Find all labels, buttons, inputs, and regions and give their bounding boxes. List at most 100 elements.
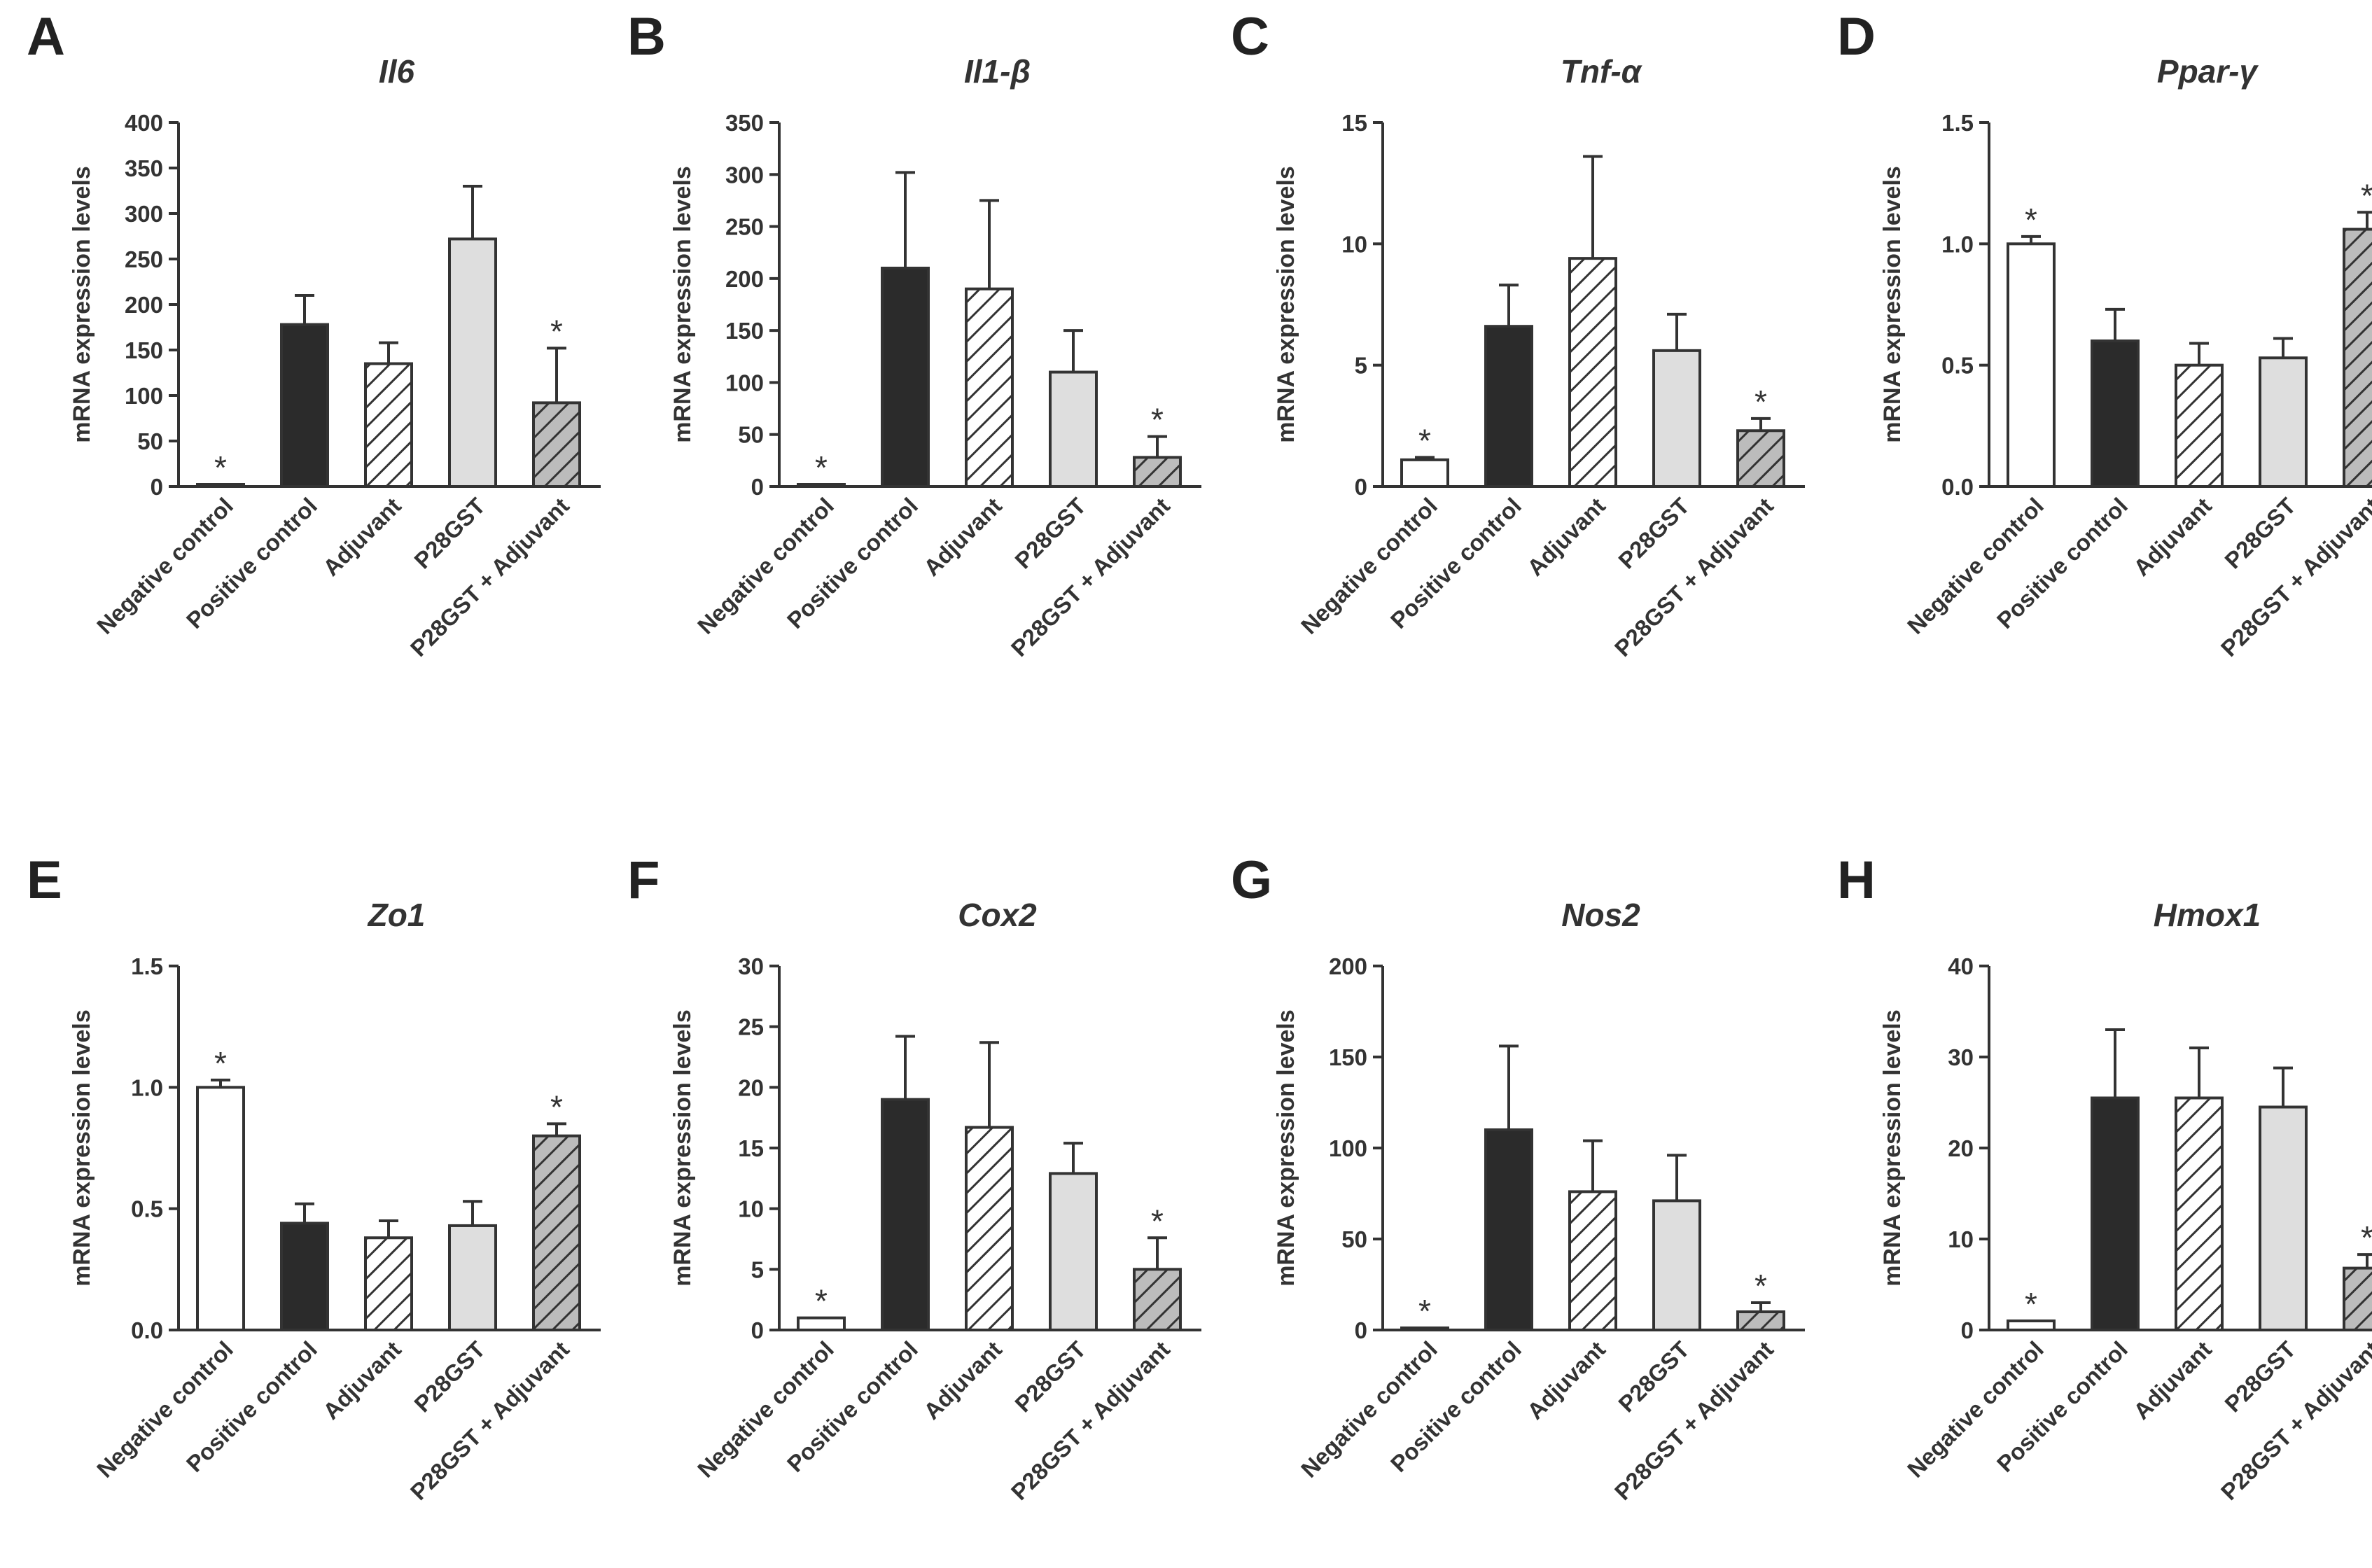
panel-letter: G (1231, 850, 1272, 910)
bar (1400, 458, 1449, 488)
x-tick-label: Negative control (692, 493, 839, 639)
bar (2091, 340, 2140, 488)
x-tick-label: Adjuvant (318, 493, 406, 581)
y-tick-label: 0 (751, 474, 764, 500)
y-tick-label: 0 (1355, 1317, 1367, 1343)
significance-star: * (214, 1045, 227, 1082)
bar (1133, 456, 1182, 489)
bar (196, 1086, 245, 1332)
panel-h: H Hmox1 mRNA expression levels 0 10 20 30 40 * Ne… (1837, 850, 2372, 1505)
panel-letter: C (1231, 7, 1269, 66)
y-tick-label: 50 (738, 422, 764, 448)
x-tick-label: Adjuvant (1522, 1336, 1610, 1424)
bar (1652, 349, 1701, 488)
y-tick-label: 150 (1329, 1044, 1367, 1070)
significance-star: * (2361, 177, 2372, 214)
x-tick-label: Negative control (92, 1336, 238, 1483)
y-tick-label: 25 (738, 1014, 764, 1040)
y-axis-label: mRNA expression levels (669, 1009, 696, 1287)
bar (364, 362, 413, 488)
panel-title: Hmox1 (2154, 897, 2261, 933)
panel-letter: A (27, 7, 65, 66)
significance-star: * (2025, 1286, 2037, 1322)
bar (196, 483, 245, 488)
significance-star: * (1418, 422, 1431, 458)
bar (1652, 1199, 1701, 1332)
y-tick-label: 100 (125, 383, 163, 409)
panel-letter: H (1837, 850, 1876, 910)
y-axis-label: mRNA expression levels (69, 1009, 95, 1287)
y-tick-label: 1.0 (131, 1074, 163, 1100)
y-tick-label: 15 (738, 1135, 764, 1161)
panel-title: Tnf-α (1561, 53, 1643, 90)
x-tick-label: P28GST (409, 493, 490, 574)
bar (448, 1224, 497, 1332)
y-axis-label: mRNA expression levels (1879, 1009, 1906, 1287)
bar (532, 1134, 581, 1331)
panel-d: D Ppar-γ mRNA expression levels 0.0 0.5 1.0 1.… (1837, 7, 2372, 662)
x-tick-label: P28GST (1613, 493, 1694, 574)
y-tick-label: 0.0 (131, 1317, 163, 1343)
x-tick-label: P28GST (1010, 493, 1091, 574)
y-tick-label: 10 (1341, 231, 1367, 257)
bar (1133, 1268, 1182, 1332)
panel-letter: E (27, 850, 62, 910)
significance-star: * (550, 313, 563, 349)
y-tick-label: 400 (125, 110, 163, 136)
y-tick-label: 200 (725, 266, 764, 292)
y-tick-label: 20 (738, 1074, 764, 1100)
bar (1736, 1310, 1785, 1331)
y-axis-label: mRNA expression levels (1273, 1009, 1299, 1287)
x-tick-label: P28GST + Adjuvant (1610, 493, 1778, 662)
x-tick-label: Negative control (1296, 1336, 1442, 1483)
y-tick-label: 250 (725, 214, 764, 240)
significance-star: * (2025, 202, 2037, 238)
y-tick-label: 0 (1355, 474, 1367, 500)
y-tick-label: 0.5 (131, 1196, 163, 1222)
y-tick-label: 10 (738, 1196, 764, 1222)
bar (532, 401, 581, 489)
significance-star: * (815, 1283, 828, 1320)
panel-title: Cox2 (958, 897, 1037, 933)
x-tick-label: Negative control (1902, 1336, 2049, 1483)
panel-letter: D (1837, 7, 1876, 66)
y-tick-label: 150 (125, 337, 163, 363)
x-tick-label: P28GST + Adjuvant (1610, 1336, 1778, 1505)
x-tick-label: P28GST + Adjuvant (2216, 493, 2372, 662)
y-axis-label: mRNA expression levels (1879, 166, 1906, 443)
panel-title: Ppar-γ (2157, 53, 2259, 90)
x-tick-label: Adjuvant (2128, 493, 2217, 581)
y-axis-label: mRNA expression levels (1273, 166, 1299, 443)
x-tick-label: P28GST (1613, 1336, 1694, 1418)
bar (364, 1236, 413, 1332)
y-tick-label: 50 (137, 428, 163, 454)
bar (2175, 1096, 2224, 1331)
x-tick-label: P28GST + Adjuvant (1006, 493, 1175, 662)
panel-e: E Zo1 mRNA expression levels 0.0 0.5 1.0 1.5 * N… (27, 850, 601, 1505)
bar (2007, 242, 2056, 488)
y-tick-label: 50 (1341, 1226, 1367, 1252)
y-tick-label: 5 (1355, 353, 1367, 379)
bar (280, 323, 329, 488)
x-tick-label: Negative control (692, 1336, 839, 1483)
y-tick-label: 350 (125, 155, 163, 181)
bar (1049, 370, 1098, 488)
x-tick-label: P28GST (409, 1336, 490, 1418)
bar (965, 287, 1014, 488)
y-tick-label: 30 (1948, 1044, 1974, 1070)
bar (280, 1222, 329, 1332)
significance-star: * (815, 449, 828, 486)
bar (881, 1098, 930, 1331)
y-tick-label: 250 (125, 246, 163, 272)
x-tick-label: Adjuvant (919, 493, 1007, 581)
significance-star: * (1151, 1203, 1164, 1239)
x-tick-label: P28GST + Adjuvant (405, 493, 574, 662)
y-tick-label: 1.0 (1941, 231, 1974, 257)
panel-title: Il1-β (964, 53, 1031, 90)
x-tick-label: Negative control (92, 493, 238, 639)
y-tick-label: 200 (1329, 953, 1367, 979)
bar (797, 483, 846, 488)
significance-star: * (550, 1088, 563, 1125)
